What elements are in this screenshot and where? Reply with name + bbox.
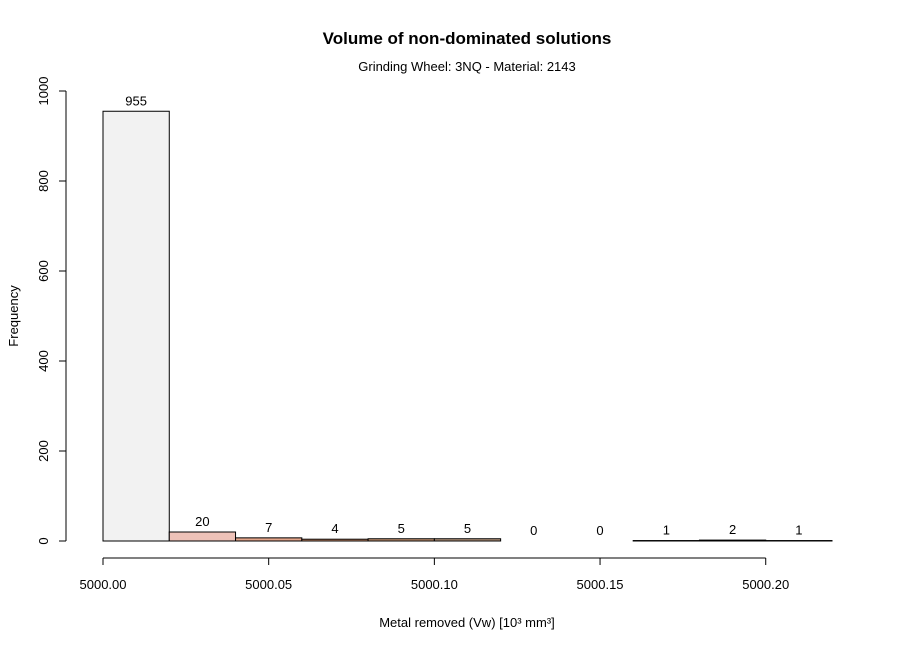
y-axis-title: Frequency (6, 285, 21, 347)
chart-title: Volume of non-dominated solutions (323, 29, 612, 48)
bar-count-label: 5 (464, 521, 471, 536)
x-tick-label: 5000.15 (577, 577, 624, 592)
bar-count-label: 1 (795, 523, 802, 538)
x-tick-label: 5000.20 (742, 577, 789, 592)
x-tick-label: 5000.05 (245, 577, 292, 592)
bar-count-label: 1 (663, 523, 670, 538)
bar-count-label: 4 (331, 521, 338, 536)
y-tick-label: 0 (36, 537, 51, 544)
histogram-bar (368, 539, 434, 541)
histogram-bar (236, 538, 302, 541)
y-tick-label: 400 (36, 350, 51, 372)
histogram-bar (302, 539, 368, 541)
bar-count-label: 5 (398, 521, 405, 536)
x-tick-label: 5000.00 (80, 577, 127, 592)
bars-group (103, 111, 832, 541)
chart-subtitle: Grinding Wheel: 3NQ - Material: 2143 (358, 59, 575, 74)
histogram-bar (699, 540, 765, 541)
histogram-bar (103, 111, 169, 541)
bar-count-label: 7 (265, 520, 272, 535)
bar-count-label: 0 (596, 523, 603, 538)
x-axis: 5000.00 5000.05 5000.10 5000.15 5000.20 (80, 558, 790, 592)
data-labels-group: 955 20 7 4 5 5 0 0 1 2 1 (125, 93, 802, 538)
x-axis-title: Metal removed (Vw) [10³ mm³] (379, 615, 555, 630)
histogram-bar (169, 532, 235, 541)
bar-count-label: 2 (729, 522, 736, 537)
bar-count-label: 20 (195, 514, 209, 529)
y-tick-label: 1000 (36, 77, 51, 106)
bar-count-label: 955 (125, 93, 147, 108)
y-tick-label: 800 (36, 170, 51, 192)
x-tick-label: 5000.10 (411, 577, 458, 592)
y-tick-label: 200 (36, 440, 51, 462)
histogram-bar (434, 539, 500, 541)
y-axis: 0 200 400 600 800 1000 (36, 77, 66, 545)
y-tick-label: 600 (36, 260, 51, 282)
bar-count-label: 0 (530, 523, 537, 538)
